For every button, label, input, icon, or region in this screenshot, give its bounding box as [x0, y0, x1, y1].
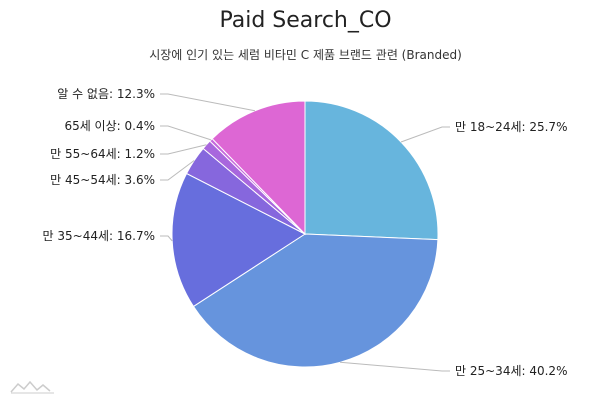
- leader-line: [340, 361, 450, 372]
- pie-slice[interactable]: [211, 100, 306, 236]
- leader-line: [160, 93, 256, 112]
- slice-label: 만 45~54세: 3.6%: [50, 173, 155, 187]
- slice-label: 만 18~24세: 25.7%: [455, 120, 567, 134]
- slice-label: 만 35~44세: 16.7%: [43, 229, 155, 243]
- pie-slice[interactable]: [171, 172, 306, 308]
- leader-line: [400, 126, 450, 143]
- leader-line: [160, 144, 207, 155]
- slice-label: 65세 이상: 0.4%: [64, 119, 155, 133]
- slice-label: 알 수 없음: 12.3%: [57, 87, 155, 101]
- slice-label: 만 25~34세: 40.2%: [455, 364, 567, 378]
- slice-label: 만 55~64세: 1.2%: [50, 147, 155, 161]
- leader-line: [160, 125, 212, 141]
- watermark-logo-icon: [10, 380, 54, 394]
- leader-line: [160, 235, 173, 242]
- leader-line: [160, 160, 195, 181]
- chart-subtitle: 시장에 인기 있는 세럼 비타민 C 제품 브랜드 관련 (Branded): [149, 48, 462, 62]
- chart-title: Paid Search_CO: [219, 8, 392, 33]
- pie-slice[interactable]: [304, 100, 439, 241]
